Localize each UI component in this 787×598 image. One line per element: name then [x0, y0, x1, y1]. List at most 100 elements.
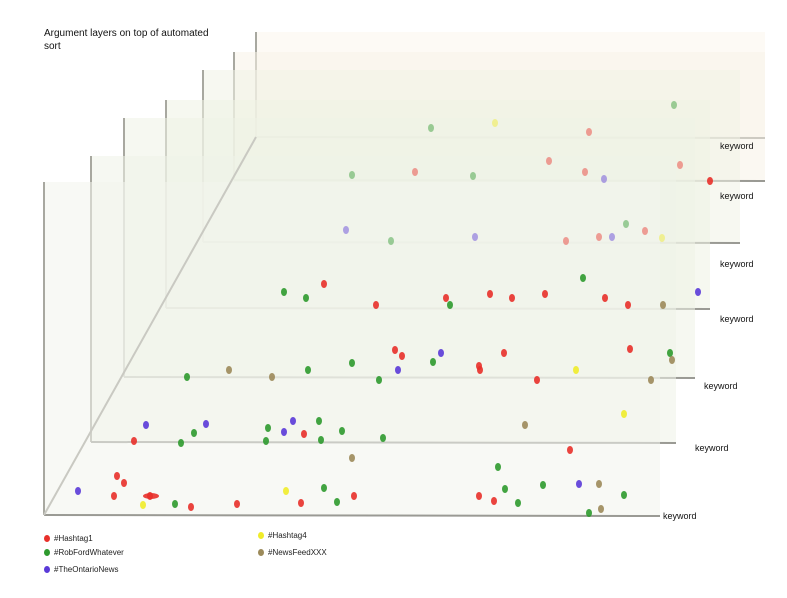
- data-point: [303, 294, 309, 302]
- data-point: [121, 479, 127, 487]
- data-point: [470, 172, 476, 180]
- data-point: [380, 434, 386, 442]
- legend-swatch: [44, 535, 50, 542]
- data-point: [447, 301, 453, 309]
- data-point: [621, 491, 627, 499]
- data-point: [301, 430, 307, 438]
- layer-label-keyword: keyword: [720, 259, 754, 269]
- data-point: [316, 417, 322, 425]
- data-point: [140, 501, 146, 509]
- data-point: [265, 424, 271, 432]
- data-point: [567, 446, 573, 454]
- data-point: [392, 346, 398, 354]
- data-point: [191, 429, 197, 437]
- data-point: [263, 437, 269, 445]
- data-point: [75, 487, 81, 495]
- data-point: [143, 493, 159, 499]
- data-point: [281, 288, 287, 296]
- data-point: [349, 454, 355, 462]
- data-point: [234, 500, 240, 508]
- data-point: [623, 220, 629, 228]
- data-point: [430, 358, 436, 366]
- data-point: [522, 421, 528, 429]
- data-point: [669, 356, 675, 364]
- data-point: [172, 500, 178, 508]
- data-point: [290, 417, 296, 425]
- data-point: [596, 480, 602, 488]
- data-point: [573, 366, 579, 374]
- data-point: [184, 373, 190, 381]
- data-point: [660, 301, 666, 309]
- data-point: [321, 484, 327, 492]
- data-point: [515, 499, 521, 507]
- legend-label: #TheOntarioNews: [54, 565, 119, 574]
- legend-swatch: [258, 549, 264, 556]
- data-point: [472, 233, 478, 241]
- data-point: [609, 233, 615, 241]
- data-point: [443, 294, 449, 302]
- layer-base-line: [43, 514, 661, 517]
- data-point: [621, 410, 627, 418]
- data-point: [376, 376, 382, 384]
- data-point: [283, 487, 289, 495]
- legend-label: #Hashtag1: [54, 534, 93, 543]
- layer-label-keyword: keyword: [720, 314, 754, 324]
- layer-label-keyword: keyword: [695, 443, 729, 453]
- data-point: [602, 294, 608, 302]
- legend-label: #NewsFeedXXX: [268, 548, 327, 557]
- data-point: [395, 366, 401, 374]
- data-point: [143, 421, 149, 429]
- data-point: [586, 128, 592, 136]
- chart-title: Argument layers on top of automated sort: [44, 28, 209, 52]
- layer-label-keyword: keyword: [720, 191, 754, 201]
- legend-swatch: [258, 532, 264, 539]
- layer-label-keyword: keyword: [663, 511, 697, 521]
- data-point: [412, 168, 418, 176]
- data-point: [540, 481, 546, 489]
- data-point: [487, 290, 493, 298]
- data-point: [373, 301, 379, 309]
- data-point: [677, 161, 683, 169]
- data-point: [339, 427, 345, 435]
- data-point: [178, 439, 184, 447]
- data-point: [334, 498, 340, 506]
- data-point: [476, 492, 482, 500]
- legend-item-newsfeedxxx: #NewsFeedXXX: [258, 548, 327, 557]
- layer-label-keyword: keyword: [704, 381, 738, 391]
- data-point: [438, 349, 444, 357]
- data-point: [492, 119, 498, 127]
- data-point: [648, 376, 654, 384]
- data-point: [534, 376, 540, 384]
- data-point: [667, 349, 673, 357]
- layer-label-keyword: keyword: [720, 141, 754, 151]
- data-point: [601, 175, 607, 183]
- data-point: [349, 359, 355, 367]
- data-point: [598, 505, 604, 513]
- data-point: [642, 227, 648, 235]
- data-point: [542, 290, 548, 298]
- data-point: [546, 157, 552, 165]
- data-point: [580, 274, 586, 282]
- data-point: [627, 345, 633, 353]
- data-point: [388, 237, 394, 245]
- data-point: [131, 437, 137, 445]
- data-point: [428, 124, 434, 132]
- data-point: [226, 366, 232, 374]
- data-point: [305, 366, 311, 374]
- data-point: [188, 503, 194, 511]
- data-point: [501, 349, 507, 357]
- data-point: [495, 463, 501, 471]
- data-point: [321, 280, 327, 288]
- legend-item-theontarionews: #TheOntarioNews: [44, 565, 118, 574]
- data-point: [491, 497, 497, 505]
- legend-label: #Hashtag4: [268, 531, 307, 540]
- legend-item-hashtag4: #Hashtag4: [258, 531, 307, 540]
- data-point: [582, 168, 588, 176]
- data-point: [596, 233, 602, 241]
- data-point: [659, 234, 665, 242]
- depth-axis-line: [43, 136, 257, 516]
- data-point: [477, 366, 483, 374]
- data-point: [707, 177, 713, 185]
